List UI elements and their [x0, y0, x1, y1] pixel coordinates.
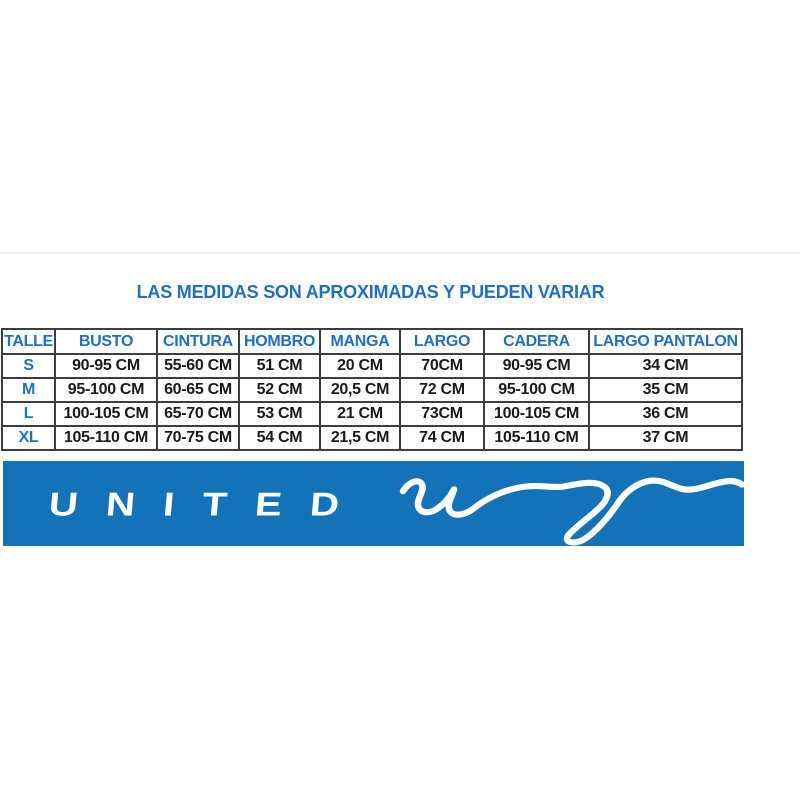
brand-logo-text: UNITED: [47, 485, 369, 522]
measurement-cell: 74 CM: [399, 425, 485, 451]
column-header-cintura: CINTURA: [156, 328, 240, 355]
measurement-cell: 90-95 CM: [54, 353, 158, 379]
measurement-cell: 21,5 CM: [319, 425, 401, 451]
measurement-cell: 20,5 CM: [319, 377, 401, 403]
measurement-cell: 20 CM: [319, 353, 401, 379]
measurement-cell: 105-110 CM: [483, 425, 590, 451]
measurement-cell: 100-105 CM: [483, 401, 590, 427]
measurement-cell: 95-100 CM: [54, 377, 158, 403]
content-divider: [0, 252, 800, 254]
table-row: M 95-100 CM 60-65 CM 52 CM 20,5 CM 72 CM 95-10…: [1, 377, 743, 403]
measurement-cell: 105-110 CM: [54, 425, 158, 451]
size-table-body: S 90-95 CM 55-60 CM 51 CM 20 CM 70CM 90-95 CM 3…: [1, 353, 743, 451]
measurement-cell: 34 CM: [588, 353, 743, 379]
measurement-cell: 54 CM: [238, 425, 321, 451]
measurement-cell: 72 CM: [399, 377, 485, 403]
measurement-cell: 70CM: [399, 353, 485, 379]
size-cell: L: [1, 401, 56, 427]
measurement-cell: 37 CM: [588, 425, 743, 451]
measurement-cell: 53 CM: [238, 401, 321, 427]
measurement-cell: 55-60 CM: [156, 353, 240, 379]
table-row: XL 105-110 CM 70-75 CM 54 CM 21,5 CM 74 CM 105…: [1, 425, 743, 451]
column-header-busto: BUSTO: [54, 328, 158, 355]
measurement-cell: 90-95 CM: [483, 353, 590, 379]
measurement-cell: 73CM: [399, 401, 485, 427]
measurement-cell: 21 CM: [319, 401, 401, 427]
column-header-largo: LARGO: [399, 328, 485, 355]
size-cell: M: [1, 377, 56, 403]
size-table: TALLE BUSTO CINTURA HOMBRO MANGA LARGO C…: [1, 328, 743, 451]
column-header-largo-pantalon: LARGO PANTALON: [588, 328, 743, 355]
brand-banner: UNITED: [3, 461, 744, 546]
table-row: S 90-95 CM 55-60 CM 51 CM 20 CM 70CM 90-95 CM 3…: [1, 353, 743, 379]
measurement-cell: 65-70 CM: [156, 401, 240, 427]
brand-script-logo: [399, 477, 744, 546]
measurement-cell: 51 CM: [238, 353, 321, 379]
column-header-cadera: CADERA: [483, 328, 590, 355]
measurement-cell: 52 CM: [238, 377, 321, 403]
measurement-cell: 95-100 CM: [483, 377, 590, 403]
column-header-manga: MANGA: [319, 328, 401, 355]
table-row: L 100-105 CM 65-70 CM 53 CM 21 CM 73CM 100-105…: [1, 401, 743, 427]
size-cell: S: [1, 353, 56, 379]
disclaimer-title: LAS MEDIDAS SON APROXIMADAS Y PUEDEN VAR…: [136, 282, 605, 302]
column-header-talle: TALLE: [1, 328, 56, 355]
measurement-cell: 70-75 CM: [156, 425, 240, 451]
column-header-hombro: HOMBRO: [238, 328, 321, 355]
table-header-row: TALLE BUSTO CINTURA HOMBRO MANGA LARGO C…: [1, 328, 743, 355]
measurement-cell: 36 CM: [588, 401, 743, 427]
size-cell: XL: [1, 425, 56, 451]
measurement-cell: 100-105 CM: [54, 401, 158, 427]
measurement-cell: 35 CM: [588, 377, 743, 403]
measurement-cell: 60-65 CM: [156, 377, 240, 403]
